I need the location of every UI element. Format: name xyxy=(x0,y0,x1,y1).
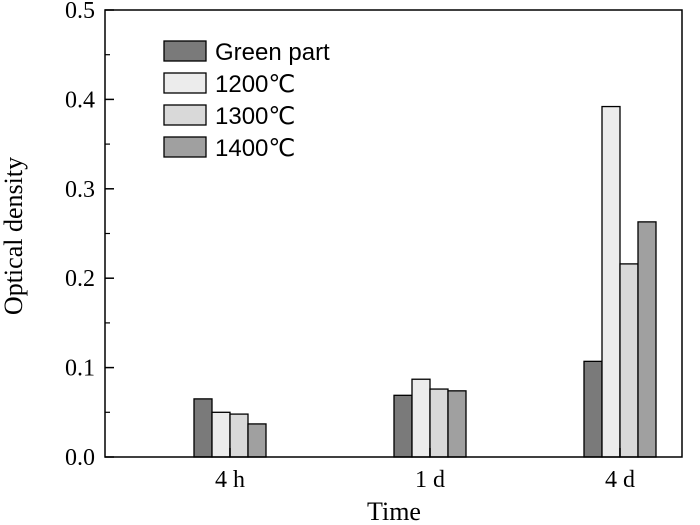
bar-0-3 xyxy=(247,423,267,458)
legend: Green part 1200℃ 1300℃ 1400℃ xyxy=(163,39,330,162)
legend-swatch xyxy=(163,136,207,158)
legend-swatch xyxy=(163,72,207,94)
bar-0-0 xyxy=(193,398,213,458)
y-tick-label: 0.3 xyxy=(65,177,95,203)
x-tick-label: 4 h xyxy=(215,467,245,493)
legend-label: 1200℃ xyxy=(215,71,295,98)
x-tick-label: 4 d xyxy=(605,467,635,493)
bar-1-3 xyxy=(447,390,467,458)
x-tick-label: 1 d xyxy=(415,467,445,493)
bar-2-0 xyxy=(583,360,603,458)
bars-group xyxy=(193,105,657,458)
y-tick-label: 0.0 xyxy=(65,445,95,471)
bar-1-1 xyxy=(411,378,431,458)
bar-2-3 xyxy=(637,221,657,458)
legend-label: 1300℃ xyxy=(215,103,295,130)
y-tick-label: 0.2 xyxy=(65,266,95,292)
bar-0-2 xyxy=(229,413,249,458)
y-tick-label: 0.4 xyxy=(65,87,95,113)
bar-2-1 xyxy=(601,105,621,458)
y-tick-label: 0.1 xyxy=(65,356,95,382)
legend-swatch xyxy=(163,40,207,62)
bar-1-0 xyxy=(393,394,413,458)
legend-label: Green part xyxy=(215,39,330,66)
bar-2-2 xyxy=(619,263,639,458)
y-tick-label: 0.5 xyxy=(65,0,95,24)
bar-1-2 xyxy=(429,388,449,458)
x-axis-label: Time xyxy=(367,497,421,525)
legend-swatch xyxy=(163,104,207,126)
y-axis-label: Optical density xyxy=(0,157,28,315)
bar-0-1 xyxy=(211,411,231,458)
legend-label: 1400℃ xyxy=(215,135,295,162)
axes-group: 0.0 0.1 0.2 0.3 0.4 0.5 4 h 1 d 4 d xyxy=(65,0,683,493)
